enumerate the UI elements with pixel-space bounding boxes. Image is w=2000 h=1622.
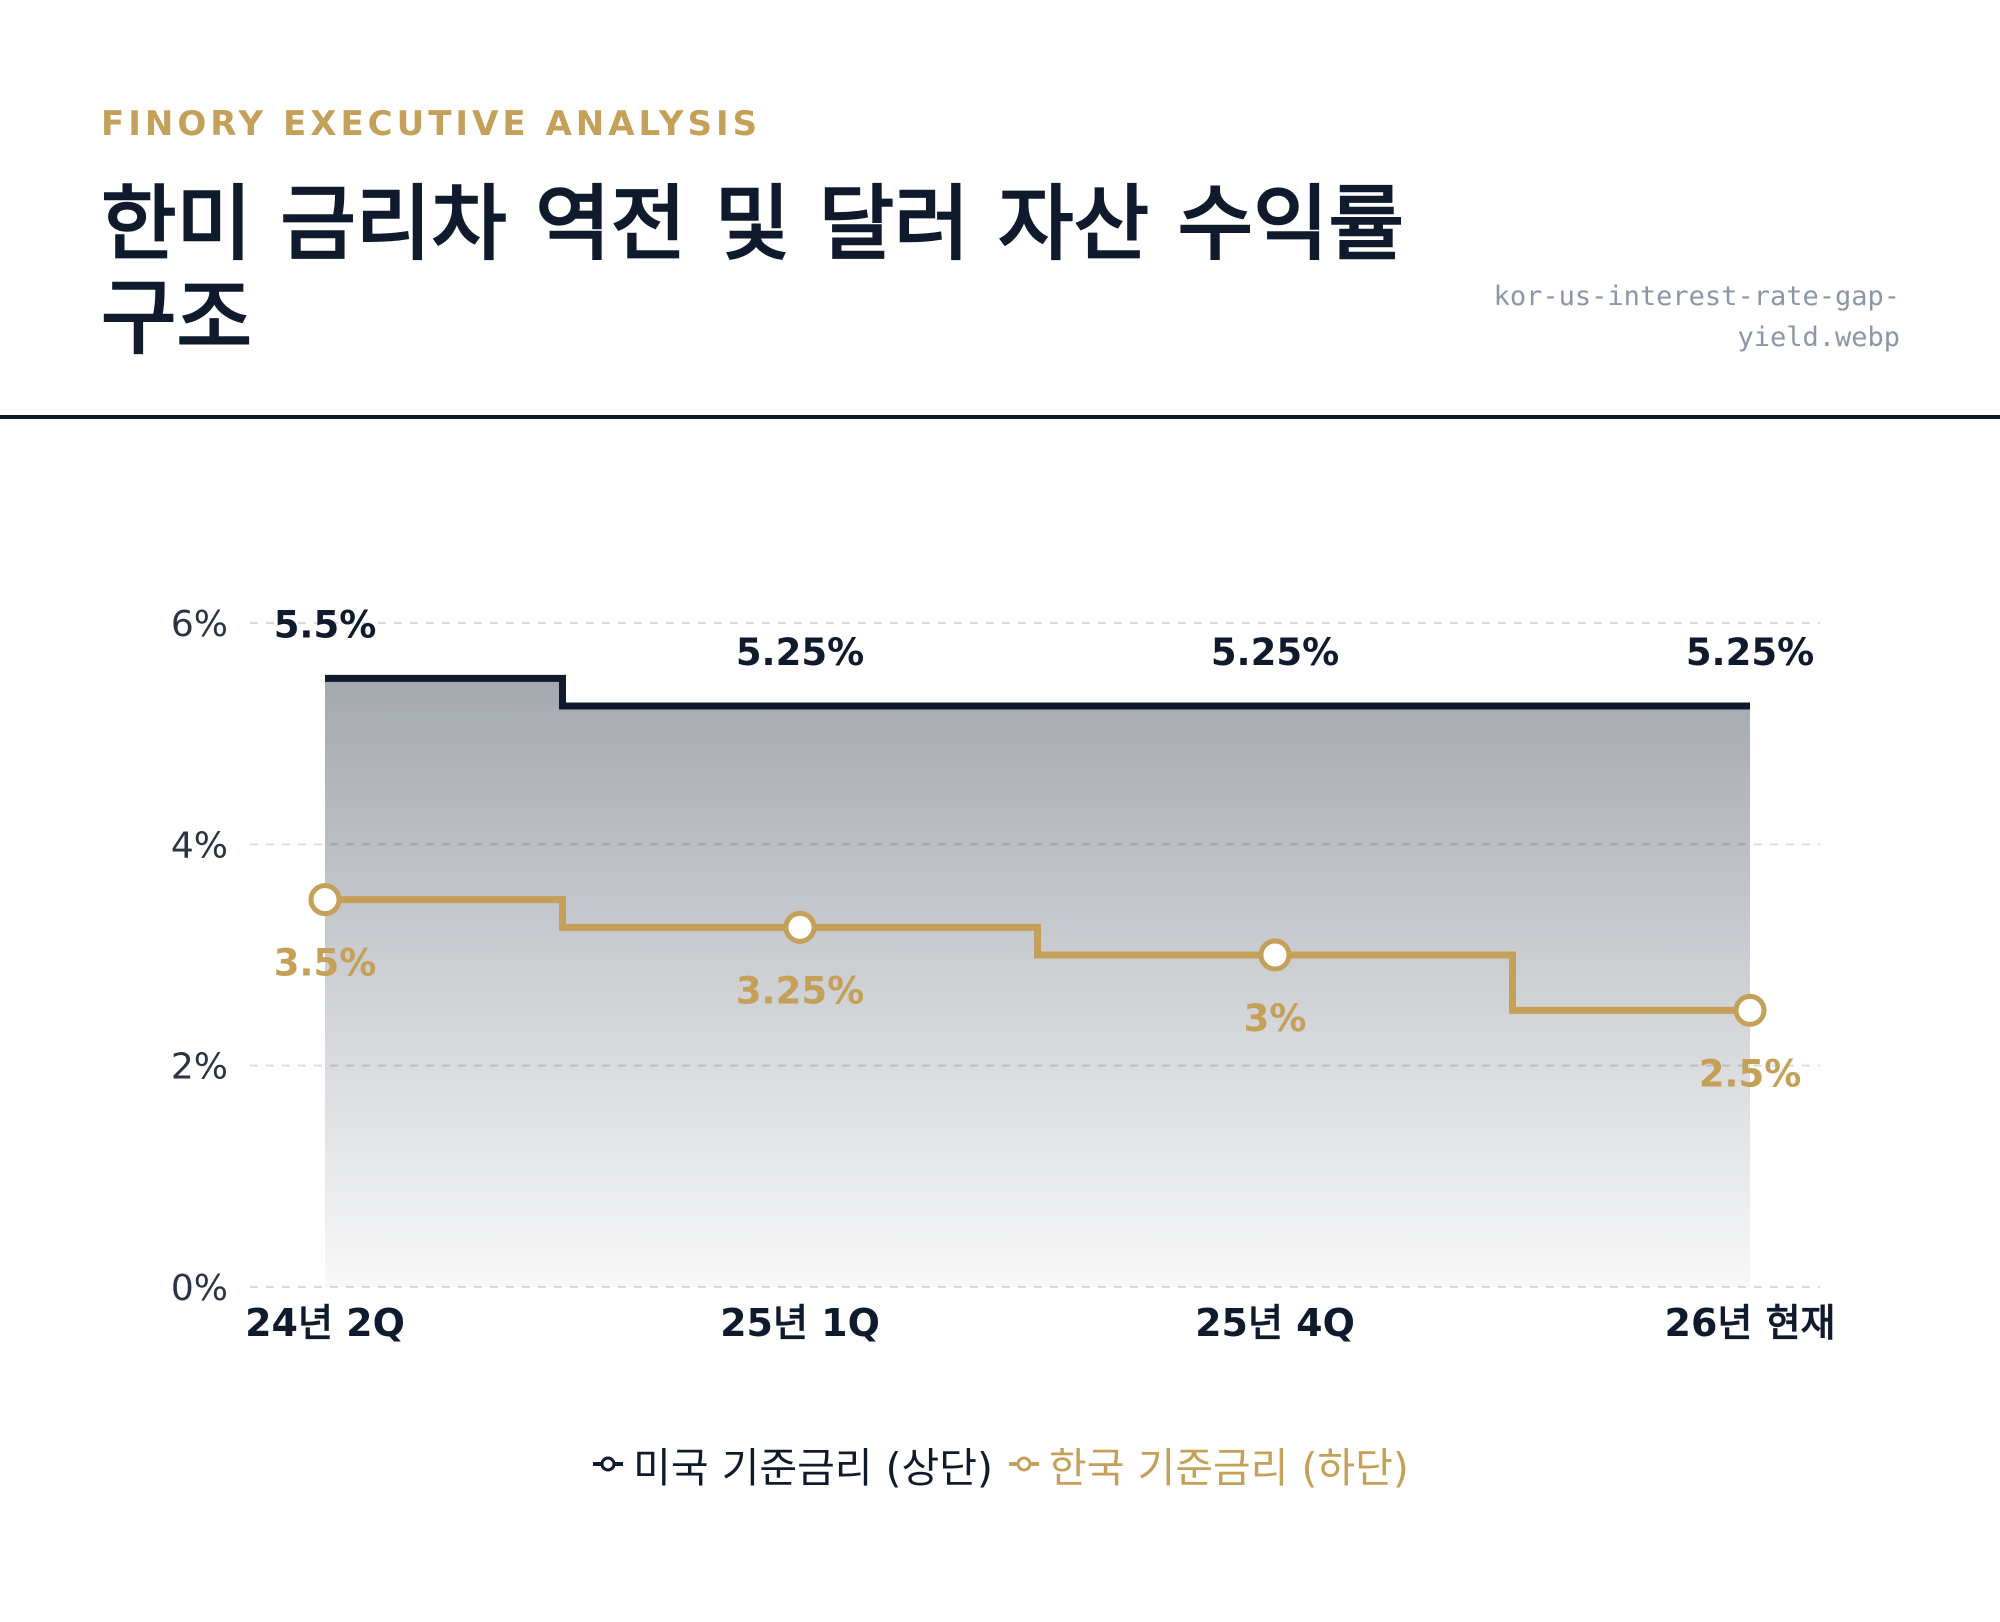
data-labels: 5.5% 5.25% 5.25% 5.25% 3.5% 3.25% 3% 2.5% (274, 603, 1815, 1095)
x-tick-label: 25년 1Q (720, 1301, 880, 1345)
legend-item-kr[interactable]: 한국 기준금리 (하단) (1007, 1434, 1409, 1494)
chart-legend: 미국 기준금리 (상단) 한국 기준금리 (하단) (0, 1434, 2000, 1494)
x-tick-label: 24년 2Q (245, 1301, 405, 1345)
y-tick-label: 4% (171, 825, 228, 866)
legend-label-us: 미국 기준금리 (상단) (633, 1444, 993, 1492)
legend-item-us[interactable]: 미국 기준금리 (상단) (591, 1434, 993, 1494)
us-value-label: 5.25% (1211, 631, 1339, 674)
brand-label: FINORY EXECUTIVE ANALYSIS (101, 104, 762, 144)
us-value-label: 5.25% (736, 631, 864, 674)
y-tick-label: 6% (171, 604, 228, 645)
header-divider (0, 415, 2000, 419)
kr-value-label: 3% (1244, 997, 1307, 1040)
series-lines (325, 674, 1750, 1014)
legend-swatch-kr-icon (1009, 1456, 1039, 1472)
us-rate-area (325, 678, 1750, 1287)
page-title: 한미 금리차 역전 및 달러 자산 수익률 구조 (101, 177, 1404, 366)
file-name: kor-us-interest-rate-gap-yield.webp (1493, 281, 1900, 353)
x-tick-label: 25년 4Q (1195, 1301, 1355, 1345)
kr-rate-marker (1733, 993, 1767, 1027)
kr-value-label: 3.25% (736, 969, 864, 1012)
legend-swatch-us-icon (593, 1456, 624, 1472)
us-area-fill (325, 678, 1750, 1287)
axis-labels: 0% 2% 4% 6% 24년 2Q 25년 1Q 25년 4Q 26년 현재 (171, 604, 1836, 1345)
y-tick-label: 2% (171, 1047, 228, 1088)
kr-rate-marker (783, 910, 817, 944)
kr-rate-marker (308, 883, 342, 917)
kr-rate-marker (1258, 938, 1292, 972)
series-markers (308, 883, 1767, 1027)
kr-rate-line (325, 896, 1750, 1014)
x-tick-label: 26년 현재 (1665, 1301, 1836, 1345)
y-tick-label: 0% (171, 1268, 228, 1309)
us-rate-line (325, 674, 1750, 710)
kr-value-label: 3.5% (274, 942, 377, 985)
legend-label-kr: 한국 기준금리 (하단) (1049, 1444, 1409, 1492)
kr-value-label: 2.5% (1699, 1052, 1802, 1095)
us-value-label: 5.25% (1686, 631, 1814, 674)
us-value-label: 5.5% (274, 603, 377, 646)
